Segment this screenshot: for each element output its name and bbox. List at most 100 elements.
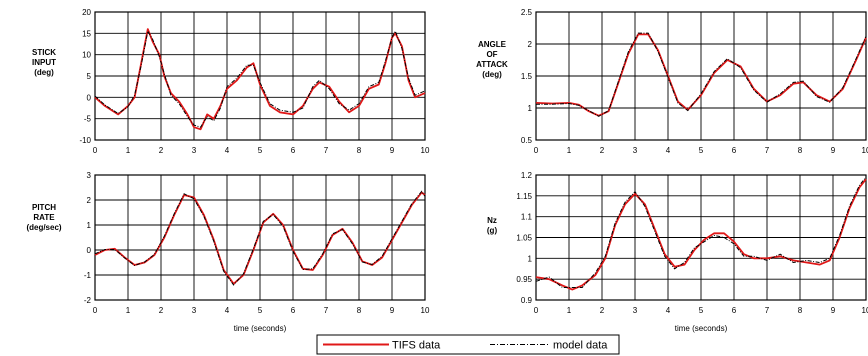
y-axis-label: Nz (g) [487,216,498,235]
y-tick-label: -1 [84,271,92,280]
y-tick-label: 5 [87,72,92,81]
y-tick-label: 0.95 [516,275,532,284]
x-tick-label: 5 [699,306,704,315]
y-tick-label: 0.5 [521,136,533,145]
y-tick-label: 3 [87,171,92,180]
y-tick-label: 0 [87,246,92,255]
y-axis-label-line: RATE [33,213,55,222]
chart-panel-0: 0 1 2 3 4 5 6 7 8 9 10 -10 -5 0 5 10 15 20 STICK INPUT (deg) [32,8,430,155]
x-tick-label: 2 [600,306,605,315]
series-line-model [535,176,867,288]
y-tick-label: 0.9 [521,296,533,305]
x-tick-label: 4 [666,306,671,315]
y-axis-label: STICK INPUT (deg) [32,48,56,77]
chart-panel-1: 0 1 2 3 4 5 6 7 8 9 10 0.5 1 1.5 2 2.5 ANGLEOFATTACK(deg… [476,8,868,155]
y-tick-label: 1 [87,221,92,230]
y-tick-label: 2 [528,40,533,49]
x-tick-label: 1 [567,306,572,315]
x-tick-label: 7 [324,306,329,315]
x-tick-label: 4 [225,146,230,155]
y-tick-label: 2.5 [521,8,533,17]
x-tick-label: 9 [831,306,836,315]
series-line-model [536,32,867,117]
y-axis-label: ANGLE OF ATTACK (deg) [476,40,508,79]
x-tick-label: 10 [862,306,868,315]
x-tick-label: 0 [93,306,98,315]
y-axis-label-line: ANGLE [478,40,507,49]
y-axis-label: PITCH RATE (deg/sec) [26,203,61,232]
x-tick-label: 10 [421,146,430,155]
x-tick-label: 3 [192,306,197,315]
y-axis-label-line: (deg/sec) [26,223,61,232]
x-tick-label: 4 [225,306,230,315]
x-tick-label: 6 [732,146,737,155]
x-tick-label: 6 [291,146,296,155]
x-tick-label: 8 [357,146,362,155]
x-tick-label: 9 [831,146,836,155]
chart-panel-3: 0 1 2 3 4 5 6 7 8 9 10 0.9 0.95 1 1.05 1.1 1.15 1.2 Nz(g) t… [487,171,868,333]
y-tick-label: 0 [87,93,92,102]
y-tick-label: 1.2 [521,171,533,180]
x-tick-label: 2 [600,146,605,155]
chart-panel-2: 0 1 2 3 4 5 6 7 8 9 10 -2 -1 0 1 2 3 PITCH RATE (deg/sec) ti… [26,171,430,333]
x-tick-label: 8 [357,306,362,315]
x-tick-label: 10 [421,306,430,315]
x-tick-label: 7 [324,146,329,155]
x-tick-label: 2 [159,146,164,155]
x-tick-label: 4 [666,146,671,155]
x-tick-label: 6 [732,306,737,315]
x-tick-label: 7 [765,146,770,155]
y-tick-label: -5 [84,115,92,124]
x-tick-label: 7 [765,306,770,315]
x-tick-label: 3 [192,146,197,155]
x-tick-label: 2 [159,306,164,315]
y-axis-label-line: (g) [487,226,498,235]
y-tick-label: 1 [528,254,533,263]
y-tick-label: 2 [87,196,92,205]
x-axis-label: time (seconds) [675,324,728,333]
legend-box [316,334,620,355]
x-tick-label: 1 [126,146,131,155]
x-tick-label: 3 [633,146,638,155]
x-tick-label: 1 [567,146,572,155]
y-axis-label-line: (deg) [482,70,502,79]
x-tick-label: 1 [126,306,131,315]
x-tick-label: 5 [699,146,704,155]
plot-frame [94,174,426,301]
y-tick-label: 1.15 [516,192,532,201]
plot-frame [94,11,426,141]
x-tick-label: 9 [390,306,395,315]
y-axis-label-line: ATTACK [476,60,508,69]
y-tick-label: 1.05 [516,234,532,243]
legend: TIFS data model data [316,334,620,355]
x-tick-label: 5 [258,306,263,315]
x-tick-label: 0 [93,146,98,155]
plot-frame [535,11,867,141]
y-tick-label: 1 [528,104,533,113]
x-tick-label: 9 [390,146,395,155]
y-axis-label-line: Nz [487,216,497,225]
x-tick-label: 10 [862,146,868,155]
y-tick-label: 10 [82,51,91,60]
x-tick-label: 0 [534,306,539,315]
legend-label-model: model data [553,340,608,352]
x-tick-label: 5 [258,146,263,155]
series-line-model [94,29,426,128]
y-tick-label: -2 [84,296,92,305]
y-axis-label-line: INPUT [32,58,56,67]
plot-frame [535,174,867,301]
y-tick-label: 1.1 [521,213,533,222]
x-tick-label: 8 [798,146,803,155]
y-tick-label: 15 [82,29,91,38]
y-tick-label: 20 [82,8,91,17]
y-tick-label: -10 [79,136,91,145]
x-tick-label: 8 [798,306,803,315]
x-tick-label: 3 [633,306,638,315]
x-axis-label: time (seconds) [234,324,287,333]
y-axis-label-line: STICK [32,48,56,57]
x-tick-label: 6 [291,306,296,315]
y-tick-label: 1.5 [521,72,533,81]
y-axis-label-line: (deg) [34,68,54,77]
